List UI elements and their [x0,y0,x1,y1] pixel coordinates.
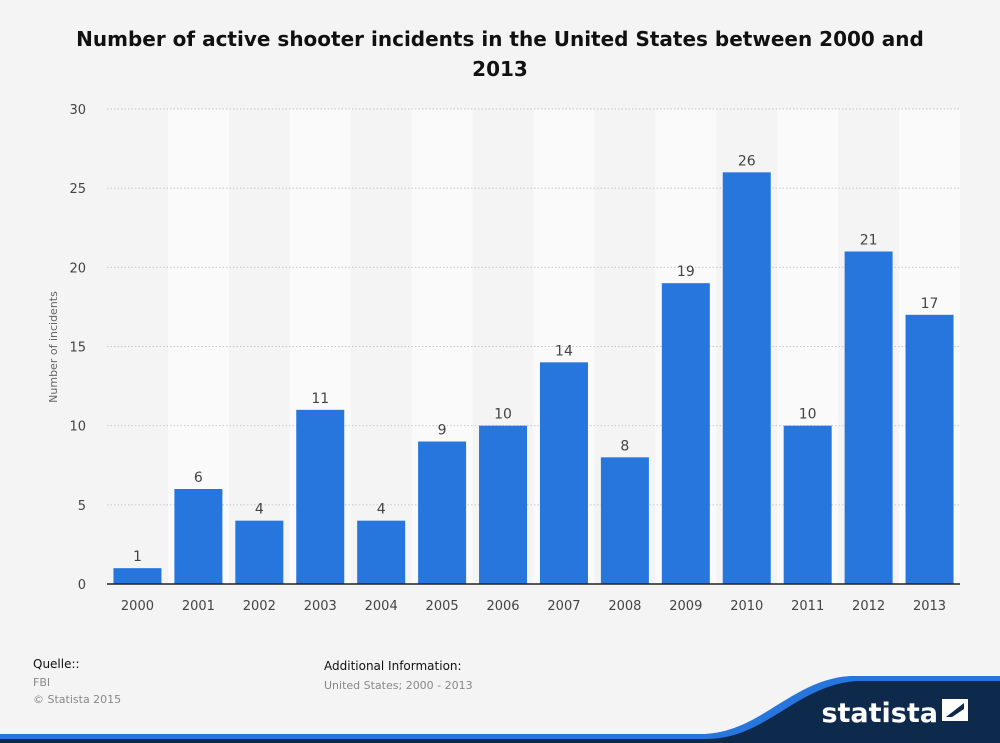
bar-value-label: 26 [738,153,756,169]
bar-value-label: 10 [494,407,512,423]
x-tick-label: 2012 [852,599,885,614]
bar-2011[interactable] [783,425,832,584]
bar-value-label: 9 [438,423,447,439]
bar-2000[interactable] [113,568,162,584]
y-tick-label: 10 [69,420,86,435]
bar-value-label: 4 [255,502,264,518]
bar-value-label: 10 [799,407,817,423]
bar-2013[interactable] [905,314,954,584]
x-tick-label: 2007 [547,599,580,614]
statista-logo[interactable]: statista [821,698,938,729]
bar-2008[interactable] [600,457,649,584]
y-tick-label: 15 [69,341,86,356]
x-tick-label: 2013 [913,599,946,614]
bar-value-label: 8 [620,438,629,454]
bar-2010[interactable] [722,172,771,585]
source-heading: Quelle:: [33,657,80,671]
bar-value-label: 14 [555,343,573,359]
info-text: United States; 2000 - 2013 [324,679,473,692]
bar-2006[interactable] [479,425,528,584]
bar-2009[interactable] [661,283,710,584]
bar-2004[interactable] [357,520,406,584]
info-heading: Additional Information: [324,659,462,673]
copyright-line: © Statista 2015 [33,693,122,706]
bar-value-label: 21 [860,233,878,249]
x-tick-label: 2003 [304,599,337,614]
y-tick-label: 5 [78,499,86,514]
x-tick-label: 2010 [730,599,763,614]
y-tick-label: 0 [78,578,86,593]
source-line: FBI [33,676,51,689]
bar-value-label: 19 [677,264,695,280]
bar-value-label: 17 [921,296,939,312]
bar-value-label: 1 [133,549,142,565]
bar-value-label: 11 [311,391,329,407]
bar-2002[interactable] [235,520,284,584]
x-tick-label: 2009 [669,599,702,614]
bar-value-labels: 1 6 4 11 4 9 10 14 8 19 26 10 21 17 [133,153,938,565]
x-tick-label: 2005 [426,599,459,614]
x-axis-ticks: 2000 2001 2002 2003 2004 2005 2006 2007 2008 2009… [121,599,946,614]
bar-2012[interactable] [844,251,893,585]
bar-2001[interactable] [174,489,223,584]
chart-title: Number of active shooter incidents in th… [76,27,924,81]
x-tick-label: 2002 [243,599,276,614]
x-tick-label: 2006 [486,599,519,614]
x-tick-label: 2000 [121,599,154,614]
y-axis-ticks: 0 5 10 15 20 25 30 [69,103,86,593]
x-tick-label: 2011 [791,599,824,614]
bar-value-label: 6 [194,470,203,486]
y-tick-label: 30 [69,103,86,118]
y-tick-label: 25 [69,182,86,197]
y-tick-label: 20 [69,261,86,276]
x-tick-label: 2008 [608,599,641,614]
bar-2003[interactable] [296,409,345,584]
x-tick-label: 2004 [365,599,398,614]
x-tick-label: 2001 [182,599,215,614]
bar-2007[interactable] [539,362,588,584]
y-axis-label: Number of incidents [47,291,60,403]
bar-2005[interactable] [418,441,467,585]
source-lines: FBI © Statista 2015 [33,674,121,708]
bar-value-label: 4 [377,502,386,518]
bars [113,172,954,585]
